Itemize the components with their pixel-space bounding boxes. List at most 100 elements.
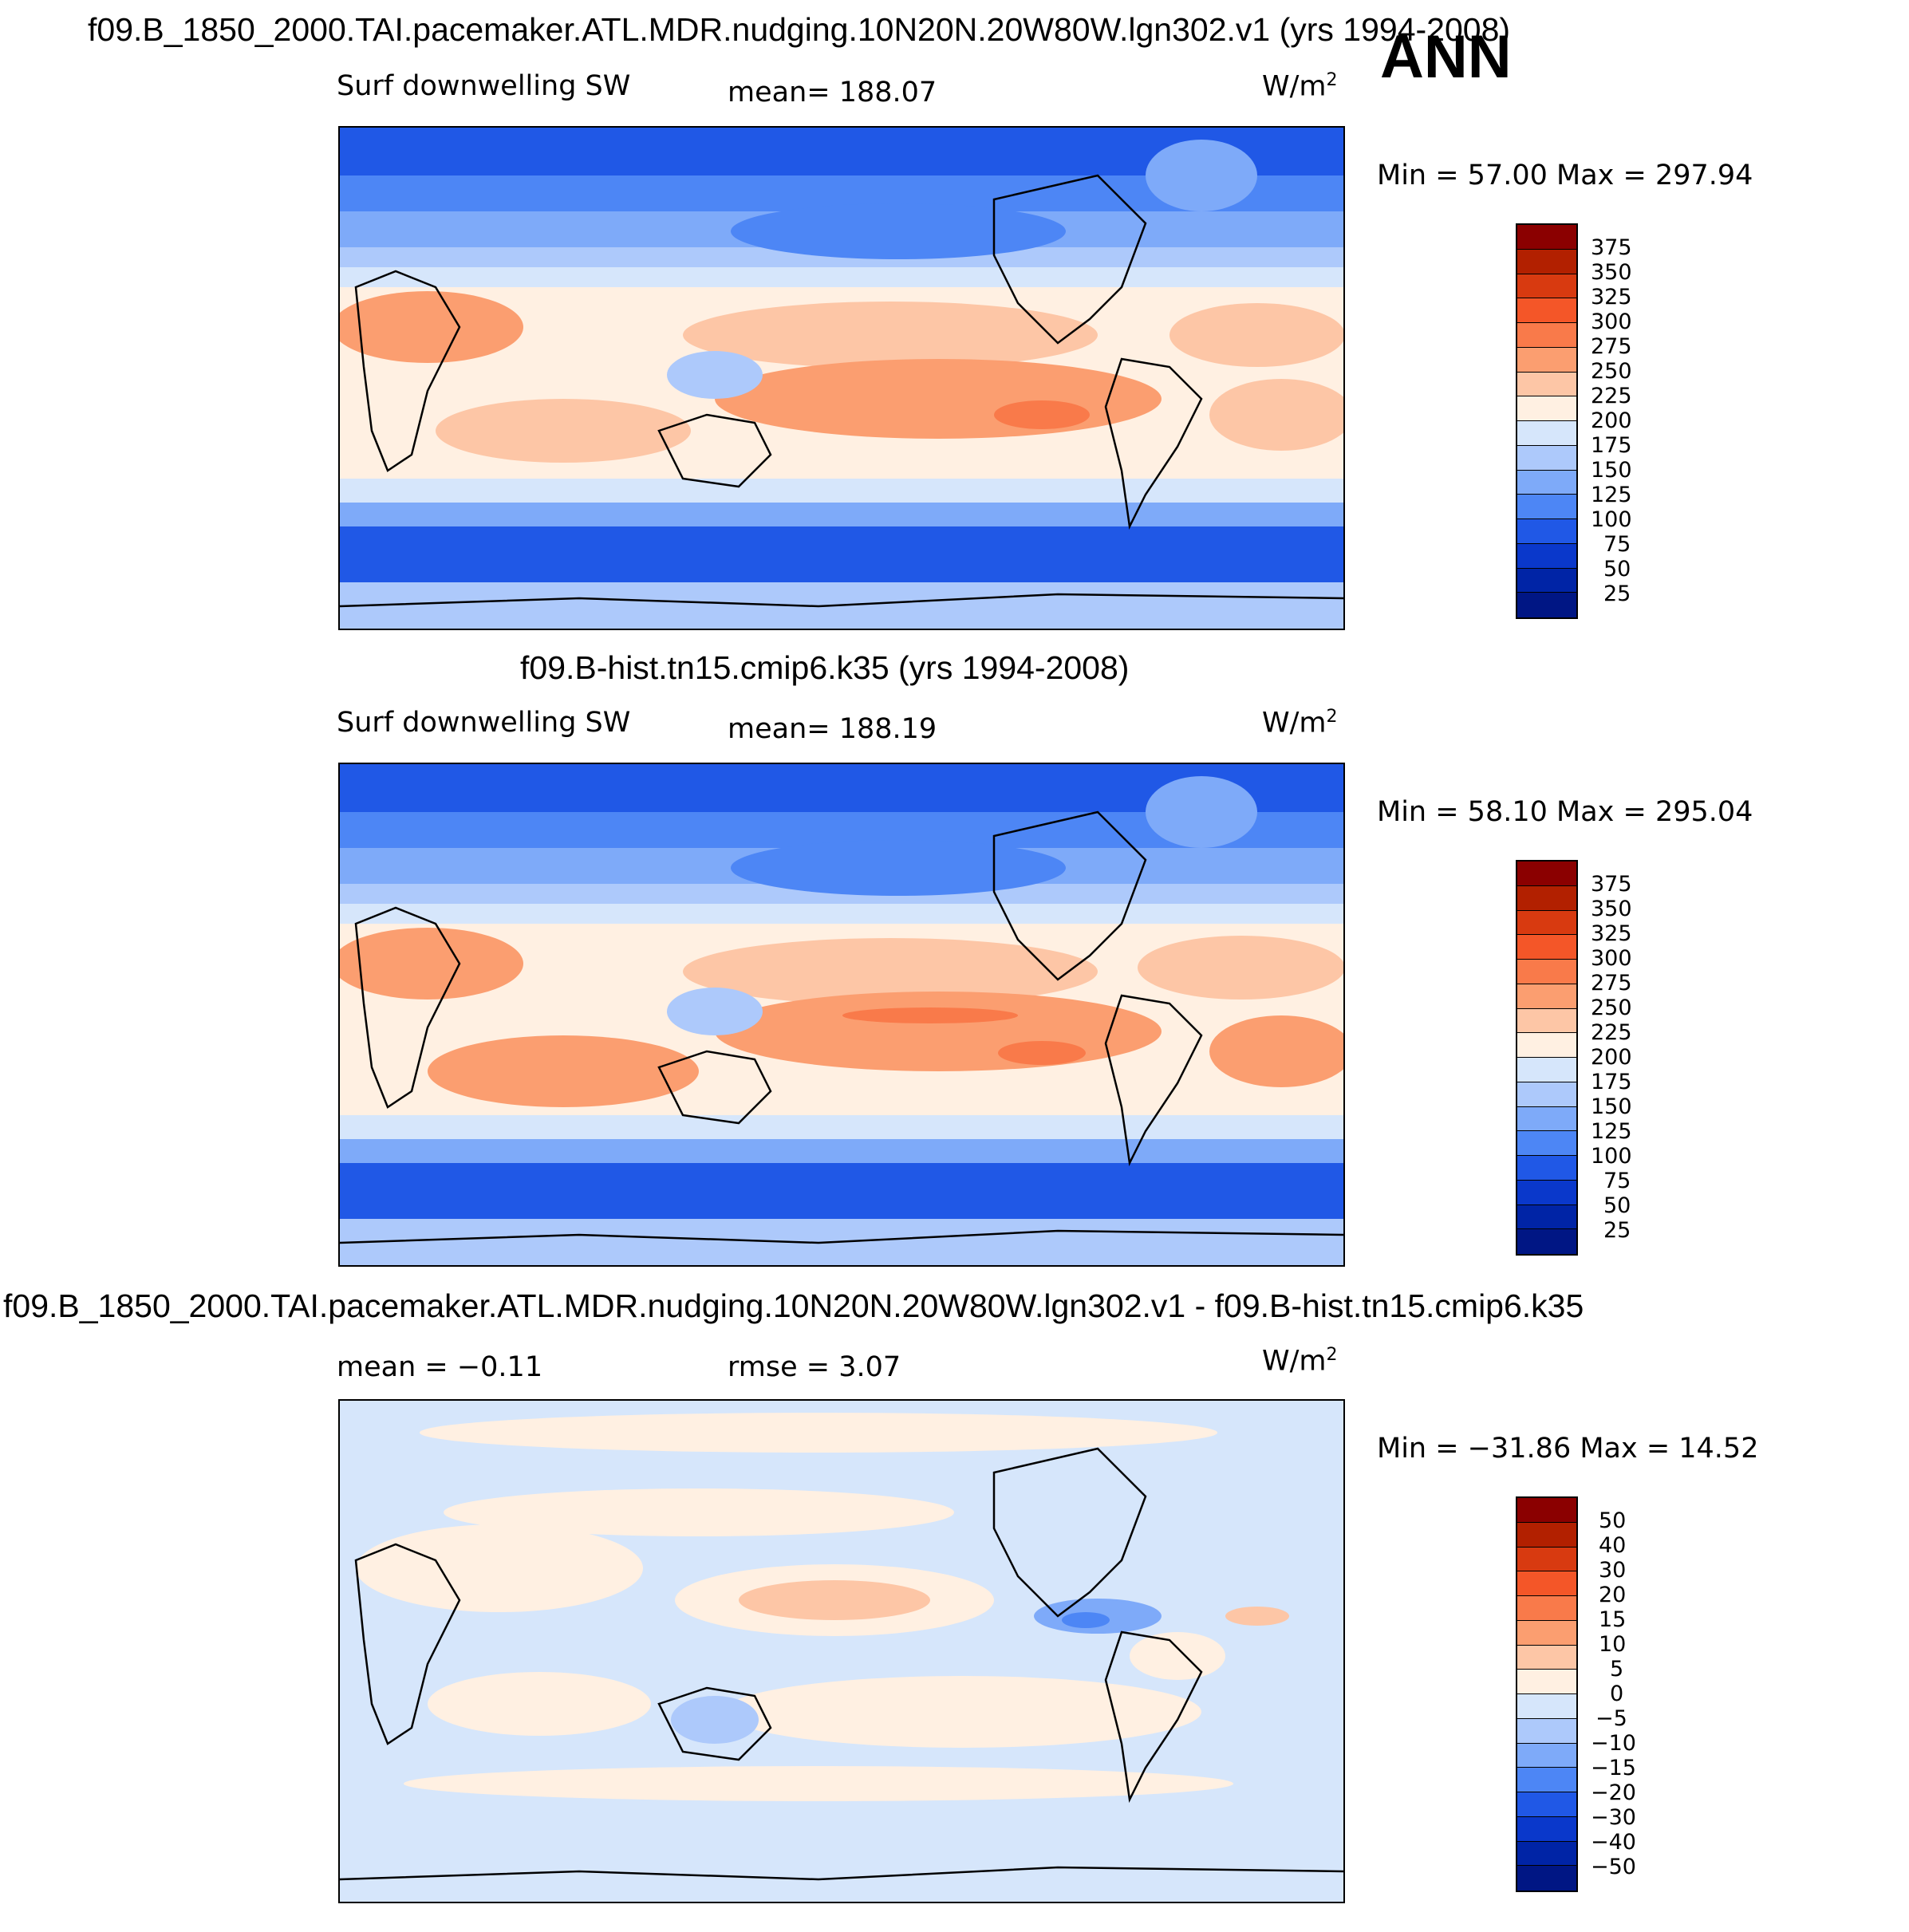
colorbar-box (1517, 347, 1576, 373)
region-north-pacific-cloud (731, 840, 1066, 896)
panel1-colorbar (1516, 223, 1578, 619)
colorbar-box (1517, 1156, 1576, 1181)
colorbar-tick-label: 375 (1591, 235, 1632, 260)
colorbar-box (1517, 225, 1576, 250)
colorbar-box (1517, 1645, 1576, 1670)
colorbar-box (1517, 543, 1576, 569)
panel3-rmse: rmse = 3.07 (728, 1351, 901, 1383)
colorbar-box (1517, 445, 1576, 471)
colorbar-tick-label: 75 (1603, 532, 1631, 557)
colorbar-tick-label: −20 (1591, 1780, 1636, 1805)
region-north-pacific-cloud (731, 203, 1066, 259)
band-north-low (340, 267, 1343, 287)
panel3-map-svg (340, 1401, 1343, 1902)
colorbar-tick-label: 25 (1603, 1218, 1631, 1243)
panel1-variable: Surf downwelling SW (337, 70, 631, 102)
coast-antarctica (340, 593, 1343, 608)
colorbar-box (1517, 323, 1576, 348)
diff-north-mid (444, 1488, 954, 1536)
colorbar-box (1517, 862, 1576, 886)
coast-australia (657, 413, 772, 488)
colorbar-tick-label: 50 (1603, 557, 1631, 582)
region-greenland (1146, 776, 1257, 848)
region-south-pacific-max (994, 400, 1090, 429)
colorbar-box (1517, 298, 1576, 323)
colorbar-tick-label: 300 (1591, 310, 1632, 334)
colorbar-tick-label: 200 (1591, 1045, 1632, 1070)
colorbar-box (1517, 984, 1576, 1009)
colorbar-tick-label: 150 (1591, 458, 1632, 483)
colorbar-box (1517, 1180, 1576, 1205)
region-south-pacific (715, 992, 1162, 1071)
colorbar-box (1517, 519, 1576, 544)
colorbar-box (1517, 1498, 1576, 1523)
colorbar-tick-label: 150 (1591, 1094, 1632, 1119)
colorbar-box (1517, 568, 1576, 593)
colorbar-box (1517, 372, 1576, 397)
coast-australia (657, 1050, 772, 1125)
colorbar-box (1517, 421, 1576, 446)
band-south-sub (340, 1139, 1343, 1163)
panel1-title: f09.B_1850_2000.TAI.pacemaker.ATL.MDR.nu… (88, 11, 1511, 48)
colorbar-tick-label: 350 (1591, 897, 1632, 921)
panel3-minmax: Min = −31.86 Max = 14.52 (1377, 1433, 1759, 1465)
colorbar-tick-label: 275 (1591, 971, 1632, 996)
band-southern-ocean (340, 526, 1343, 582)
colorbar-box (1517, 1008, 1576, 1034)
panel2-colorbar (1516, 860, 1578, 1256)
units-text: W/m (1262, 1345, 1327, 1378)
region-atlantic-south (1209, 379, 1343, 451)
diff-amazon-pos (1130, 1632, 1225, 1680)
region-south-pacific-max (998, 1041, 1086, 1065)
colorbar-tick-label: 40 (1599, 1533, 1627, 1558)
colorbar-tick-label: 300 (1591, 946, 1632, 971)
colorbar-box (1517, 593, 1576, 617)
region-equatorial-max (842, 1007, 1018, 1023)
colorbar-box (1517, 495, 1576, 519)
coast-australia (657, 1686, 772, 1761)
band-north-low (340, 904, 1343, 924)
panel2-minmax: Min = 58.10 Max = 295.04 (1377, 796, 1753, 828)
diff-indian (428, 1672, 651, 1736)
region-atlantic-north (1169, 303, 1343, 367)
colorbar-tick-label: 175 (1591, 1070, 1632, 1094)
colorbar-box (1517, 1743, 1576, 1768)
region-indian-ocean (436, 399, 691, 463)
colorbar-tick-label: 0 (1610, 1682, 1624, 1706)
colorbar-tick-label: 10 (1599, 1632, 1627, 1657)
panel1-map-svg (340, 128, 1343, 629)
colorbar-box (1517, 1205, 1576, 1230)
colorbar-tick-label: 325 (1591, 285, 1632, 310)
coast-africa-eurasia (354, 906, 461, 1109)
coast-antarctica (340, 1229, 1343, 1244)
region-indian-ocean (428, 1035, 699, 1107)
units-sup: 2 (1326, 70, 1338, 90)
diff-australia-neg (671, 1696, 759, 1744)
panel1-units: W/m2 (1262, 70, 1338, 103)
colorbar-tick-label: 175 (1591, 433, 1632, 458)
region-north-pacific-high (683, 938, 1098, 1005)
panel2-title: f09.B-hist.tn15.cmip6.k35 (yrs 1994-2008… (520, 649, 1130, 686)
units-sup: 2 (1326, 707, 1338, 727)
colorbar-box (1517, 1131, 1576, 1156)
band-south-sub (340, 503, 1343, 526)
colorbar-tick-label: 225 (1591, 1020, 1632, 1045)
colorbar-tick-label: −10 (1591, 1731, 1636, 1756)
colorbar-box (1517, 1841, 1576, 1867)
colorbar-tick-label: 125 (1591, 1119, 1632, 1144)
colorbar-box (1517, 935, 1576, 960)
colorbar-box (1517, 1229, 1576, 1254)
colorbar-tick-label: 20 (1599, 1583, 1627, 1607)
coast-north-america (992, 810, 1147, 981)
colorbar-box (1517, 1866, 1576, 1891)
colorbar-tick-label: 250 (1591, 359, 1632, 384)
coast-africa-eurasia (354, 270, 461, 472)
panel3-map (338, 1399, 1345, 1903)
panel2-mean: mean= 188.19 (728, 713, 937, 745)
colorbar-tick-label: 75 (1603, 1169, 1631, 1193)
panel2-units: W/m2 (1262, 707, 1338, 739)
panel3-mean: mean = −0.11 (337, 1351, 543, 1383)
colorbar-tick-label: 5 (1610, 1657, 1624, 1682)
colorbar-tick-label: −5 (1595, 1706, 1627, 1731)
coast-south-america (1104, 357, 1203, 530)
